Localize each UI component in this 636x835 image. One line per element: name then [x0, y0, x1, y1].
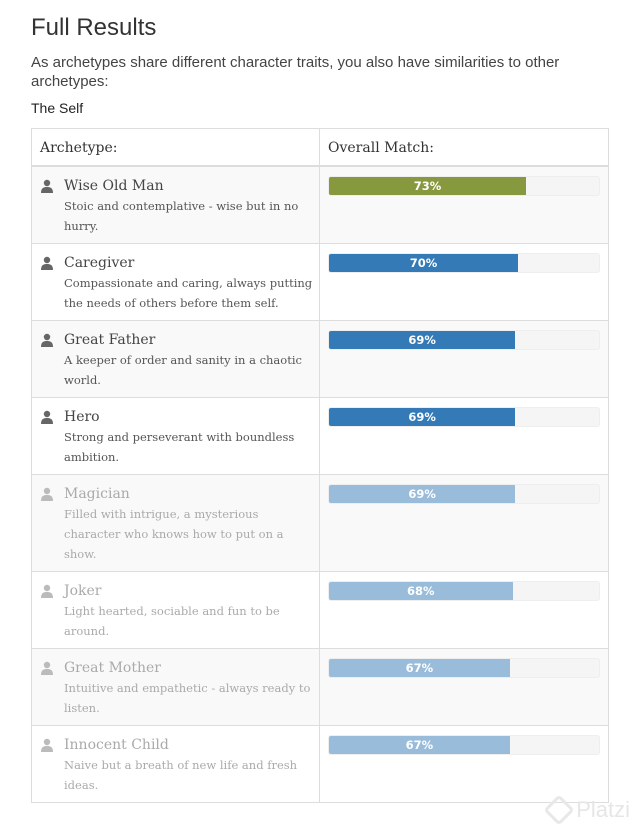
archetype-cell: Wise Old Man Stoic and contemplative - wi… — [32, 167, 320, 243]
archetype-text: Caregiver Compassionate and caring, alway… — [64, 254, 313, 313]
archetype-name: Great Mother — [64, 660, 161, 676]
archetype-description: Naive but a breath of new life and fresh… — [64, 758, 298, 792]
match-percent-label: 69% — [408, 333, 436, 347]
archetype-text: Great Mother Intuitive and empathetic - a… — [64, 659, 313, 718]
archetype-description: Light hearted, sociable and fun to be ar… — [64, 604, 280, 638]
archetype-text: Wise Old Man Stoic and contemplative - wi… — [64, 177, 313, 236]
match-progress-bar: 69% — [328, 484, 600, 504]
match-cell: 69% — [320, 398, 608, 474]
table-row: Great Father A keeper of order and sanity… — [32, 320, 608, 397]
table-header: Archetype: Overall Match: — [32, 129, 608, 167]
results-table: Archetype: Overall Match: Wise Old Man St… — [31, 128, 609, 803]
section-subhead: The Self — [31, 100, 84, 116]
match-progress-bar: 68% — [328, 581, 600, 601]
archetype-description: Intuitive and empathetic - always ready … — [64, 681, 311, 715]
match-percent-label: 73% — [413, 179, 442, 193]
archetype-name: Joker — [64, 583, 102, 599]
person-icon — [40, 179, 56, 193]
archetype-name: Great Father — [64, 332, 156, 348]
table-row: Joker Light hearted, sociable and fun to … — [32, 571, 608, 648]
match-percent-label: 68% — [407, 584, 435, 598]
person-icon — [40, 584, 56, 598]
archetype-cell: Caregiver Compassionate and caring, alway… — [32, 244, 320, 320]
table-row: Hero Strong and perseverant with boundles… — [32, 397, 608, 474]
match-percent-label: 69% — [408, 487, 436, 501]
table-row: Wise Old Man Stoic and contemplative - wi… — [32, 167, 608, 243]
archetype-text: Hero Strong and perseverant with boundles… — [64, 408, 313, 467]
match-percent-label: 70% — [409, 256, 438, 270]
match-percent-label: 69% — [408, 410, 436, 424]
match-percent-label: 67% — [405, 738, 434, 752]
archetype-cell: Innocent Child Naive but a breath of new … — [32, 726, 320, 802]
archetype-name: Caregiver — [64, 255, 135, 271]
archetype-cell: Hero Strong and perseverant with boundles… — [32, 398, 320, 474]
archetype-text: Magician Filled with intrigue, a mysterio… — [64, 485, 313, 564]
match-cell: 70% — [320, 244, 608, 320]
match-progress-fill: 73% — [329, 177, 527, 195]
table-body: Wise Old Man Stoic and contemplative - wi… — [32, 167, 608, 802]
archetype-description: Compassionate and caring, always putting… — [64, 276, 313, 310]
table-row: Caregiver Compassionate and caring, alway… — [32, 243, 608, 320]
table-row: Innocent Child Naive but a breath of new … — [32, 725, 608, 802]
archetype-text: Joker Light hearted, sociable and fun to … — [64, 582, 313, 641]
match-progress-bar: 69% — [328, 330, 600, 350]
match-cell: 67% — [320, 649, 608, 725]
page-title: Full Results — [31, 14, 157, 41]
match-progress-bar: 67% — [328, 658, 600, 678]
archetype-name: Wise Old Man — [64, 178, 164, 194]
platzi-watermark: Platzi — [543, 794, 630, 826]
archetype-cell: Great Father A keeper of order and sanity… — [32, 321, 320, 397]
match-cell: 69% — [320, 475, 608, 571]
person-icon — [40, 487, 56, 501]
archetype-description: A keeper of order and sanity in a chaoti… — [64, 353, 302, 387]
match-progress-fill: 68% — [329, 582, 513, 600]
match-cell: 73% — [320, 167, 608, 243]
match-progress-fill: 69% — [329, 408, 516, 426]
match-progress-fill: 67% — [329, 659, 510, 677]
match-cell: 67% — [320, 726, 608, 802]
match-progress-bar: 69% — [328, 407, 600, 427]
archetype-cell: Great Mother Intuitive and empathetic - a… — [32, 649, 320, 725]
column-header-overall-match: Overall Match: — [328, 140, 434, 156]
person-icon — [40, 333, 56, 347]
match-percent-label: 67% — [405, 661, 434, 675]
person-icon — [40, 410, 56, 424]
match-progress-bar: 70% — [328, 253, 600, 273]
match-progress-fill: 69% — [329, 485, 516, 503]
match-cell: 69% — [320, 321, 608, 397]
platzi-logo-icon — [543, 794, 575, 826]
match-progress-fill: 70% — [329, 254, 518, 272]
archetype-text: Great Father A keeper of order and sanity… — [64, 331, 313, 390]
table-row: Magician Filled with intrigue, a mysterio… — [32, 474, 608, 571]
archetype-name: Innocent Child — [64, 737, 169, 753]
intro-text: As archetypes share different character … — [31, 54, 560, 90]
watermark-text: Platzi — [576, 797, 630, 822]
match-progress-bar: 73% — [328, 176, 600, 196]
table-row: Great Mother Intuitive and empathetic - a… — [32, 648, 608, 725]
archetype-description: Stoic and contemplative - wise but in no… — [64, 199, 299, 233]
archetype-text: Innocent Child Naive but a breath of new … — [64, 736, 313, 795]
match-cell: 68% — [320, 572, 608, 648]
match-progress-fill: 67% — [329, 736, 510, 754]
archetype-cell: Joker Light hearted, sociable and fun to … — [32, 572, 320, 648]
archetype-description: Strong and perseverant with boundless am… — [64, 430, 295, 464]
match-progress-fill: 69% — [329, 331, 516, 349]
person-icon — [40, 738, 56, 752]
person-icon — [40, 661, 56, 675]
archetype-name: Magician — [64, 486, 130, 502]
archetype-name: Hero — [64, 409, 100, 425]
archetype-description: Filled with intrigue, a mysterious chara… — [64, 507, 284, 561]
column-header-archetype: Archetype: — [32, 129, 320, 165]
match-progress-bar: 67% — [328, 735, 600, 755]
archetype-cell: Magician Filled with intrigue, a mysterio… — [32, 475, 320, 571]
person-icon — [40, 256, 56, 270]
